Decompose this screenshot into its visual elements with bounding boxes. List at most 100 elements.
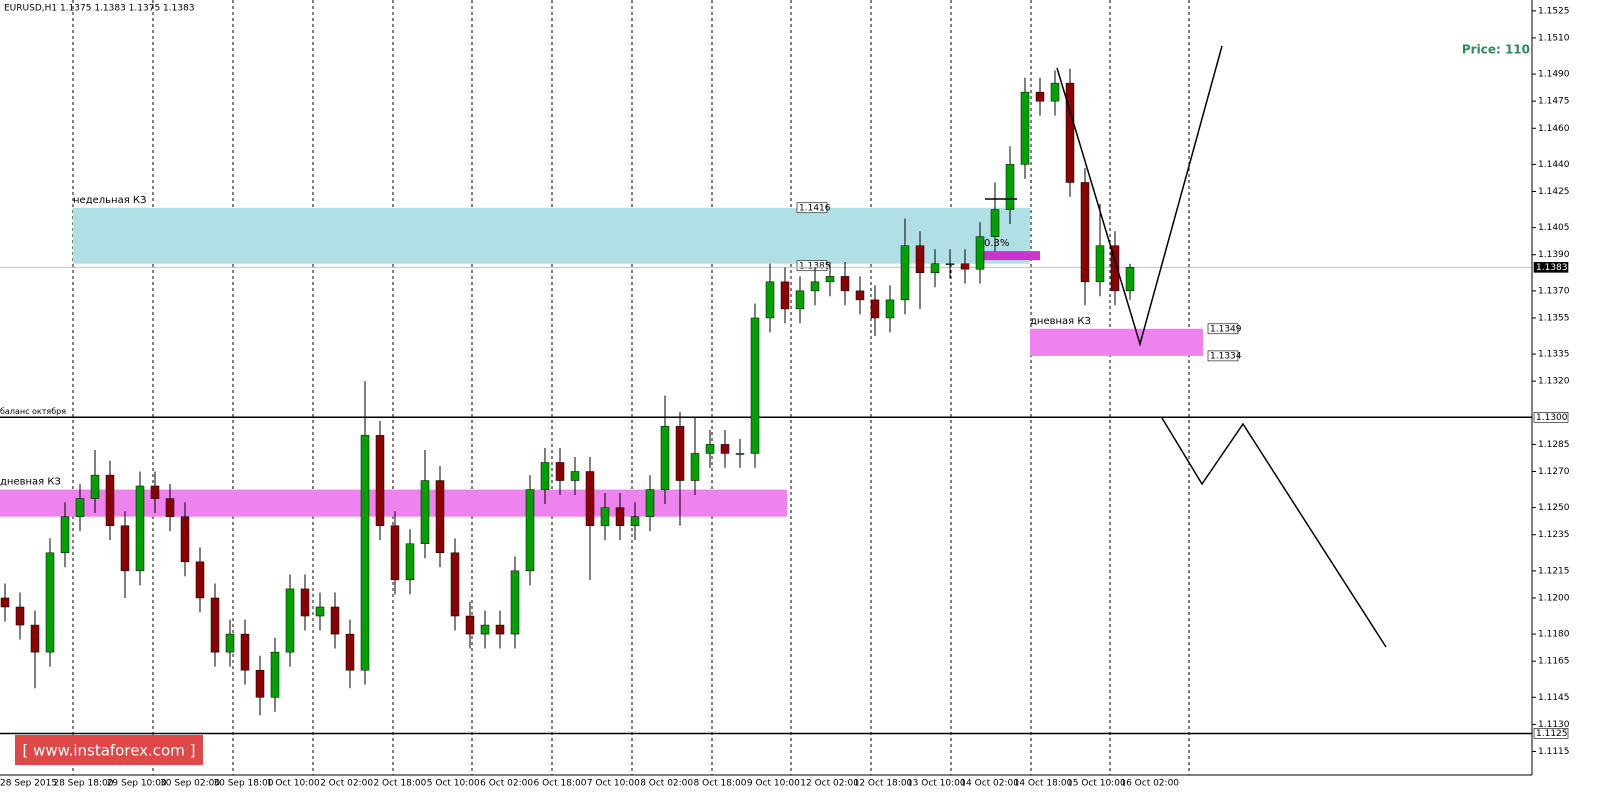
zone-label: 0.3% [984,238,1009,249]
candle-body [300,588,310,617]
candle-body [540,462,550,490]
zone-label: дневная КЗ [0,477,61,488]
candles [0,68,1135,716]
candle-body [810,281,820,292]
y-tick-label: 1.1490 [1538,70,1570,80]
candle-body [405,543,415,581]
y-tick-label: 1.1130 [1538,720,1570,730]
y-tick-label: 1.1390 [1538,250,1570,260]
price-tag: 1.1334 [1210,351,1242,361]
candle-body [1065,82,1075,183]
y-tick-label: 1.1145 [1538,693,1570,703]
level-tag-box [1533,728,1569,739]
candle-body [120,525,130,572]
x-tick-label: 1 Oct 10:00 [267,779,320,789]
candle-body [135,485,145,572]
candle-body [225,633,235,653]
x-tick-label: 2 Oct 18:00 [373,779,426,789]
candle-body [720,444,730,454]
candle-body [1035,91,1045,102]
forecast-line [1161,417,1387,648]
price-tag-box [796,260,828,272]
candle-body [960,263,970,270]
candle-body [390,525,400,581]
y-tick-label: 1.1235 [1538,530,1570,540]
x-tick-label: 2 Oct 02:00 [320,779,373,789]
x-tick-label: 8 Oct 18:00 [694,779,747,789]
candle-body [660,426,670,490]
candle-body [495,624,505,635]
candle-body [0,597,10,608]
candle-body [180,516,190,563]
y-tick-label: 1.1115 [1538,747,1570,757]
candle-body [1005,164,1015,210]
level-tag: 1.1383 [1536,263,1568,273]
candle-body [420,480,430,545]
y-tick-label: 1.1510 [1538,33,1570,43]
y-tick-label: 1.1320 [1538,377,1570,387]
candle-body [615,507,625,526]
candle-body [450,552,460,617]
candle-body [1050,82,1060,102]
candle-body [795,290,805,310]
candle-body [1110,245,1120,292]
candle-body [255,669,265,698]
y-tick-label: 1.1525 [1538,6,1570,16]
y-tick-label: 1.1475 [1538,97,1570,107]
price-tag: 1.1385 [799,261,831,271]
candle-body [570,471,580,481]
x-tick-label: 30 Sep 18:00 [213,779,273,789]
y-tick-label: 1.1215 [1538,566,1570,576]
candle-body [210,597,220,653]
candle-body [150,485,160,499]
candle-body [840,276,850,292]
candle-body [585,471,595,526]
candle-body [555,462,565,481]
price-tag-box [796,202,828,214]
zone [1030,328,1203,356]
x-tick-label: 30 Sep 02:00 [160,779,220,789]
axis: 1.1525 1.1510 1.1490 1.1475 1.1460 1.1440 1.14… [0,6,1570,788]
y-tick-label: 1.1405 [1538,223,1570,233]
candle-body [1095,245,1105,283]
candle-body [690,453,700,481]
candle-body [525,489,535,572]
candle-body [945,263,955,266]
candle-body [1125,267,1135,292]
candle-body [90,474,100,499]
candle-body [915,245,925,274]
price-tag-box [1207,350,1239,362]
zones: недельная КЗ 1.1416 1.1385 дневная КЗ дневна… [0,195,1242,517]
level-name: баланс октября [0,407,66,416]
candle-body [645,489,655,517]
y-tick-label: 1.1460 [1538,124,1570,134]
candle-body [780,281,790,310]
candle-body [435,480,445,554]
x-tick-label: 9 Oct 10:00 [747,779,800,789]
forecast-line [1056,45,1223,347]
candle-body [360,435,370,671]
annotation: Price: 110 [1462,43,1530,57]
candle-body [75,498,85,517]
candle-body [675,426,685,481]
candle-body [930,263,940,274]
y-tick-label: 1.1440 [1538,160,1570,170]
y-tick-label: 1.1200 [1538,593,1570,603]
level-tag: 1.1300 [1536,413,1568,423]
candle-body [195,561,205,599]
candle-body [270,651,280,698]
zone-label: недельная КЗ [73,195,146,206]
candle-body [600,507,610,526]
x-tick-label: 5 Oct 10:00 [427,779,480,789]
candle-body [480,624,490,635]
watermark: [ www.instaforex.com ] [23,742,196,760]
candle-body [630,516,640,526]
x-tick-label: 16 Oct 02:00 [1120,779,1179,789]
candle-body [975,236,985,270]
candle-body [510,570,520,635]
candle-body [375,435,385,526]
candle-body [1020,91,1030,165]
level-tag-box [1533,412,1569,423]
x-tick-label: 14 Oct 02:00 [960,779,1019,789]
